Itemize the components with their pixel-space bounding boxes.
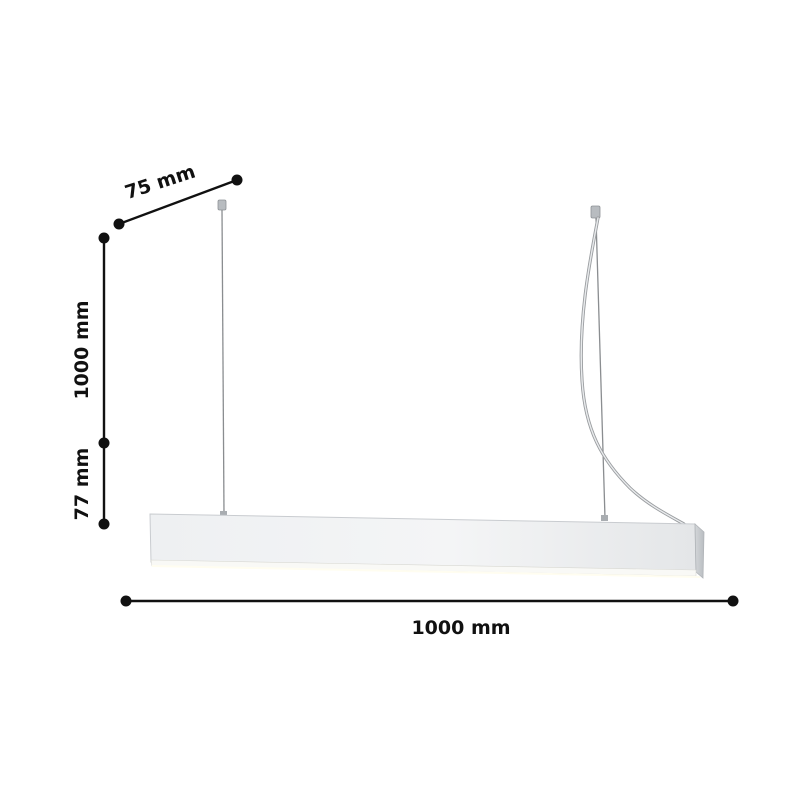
depth-dim-endpoint-end (231, 174, 243, 186)
lamp-body (149, 513, 705, 579)
depth-dim-endpoint-start (113, 218, 125, 230)
depth-dimension: 75 mm (113, 161, 243, 230)
vertical-dim-mid-point (98, 437, 110, 449)
left-ceiling-cap (217, 199, 227, 211)
left-attachment (220, 511, 227, 517)
length-dimension: 1000 mm (120, 595, 739, 639)
power-cord (579, 216, 686, 526)
vertical-dim-bottom-point (98, 518, 110, 530)
right-ceiling-cap (590, 205, 601, 219)
suspension-length-label: 1000 mm (71, 300, 93, 399)
length-dim-endpoint-end (727, 595, 739, 607)
suspension-cables (217, 199, 686, 526)
vertical-dimensions: 1000 mm 77 mm (71, 232, 110, 530)
right-wire (595, 217, 606, 519)
height-label: 77 mm (71, 448, 93, 521)
length-label: 1000 mm (411, 617, 510, 639)
left-wire (221, 209, 225, 515)
length-dim-endpoint-start (120, 595, 132, 607)
lamp-end-face (694, 523, 705, 579)
right-attachment (601, 515, 608, 521)
vertical-dim-top-point (98, 232, 110, 244)
